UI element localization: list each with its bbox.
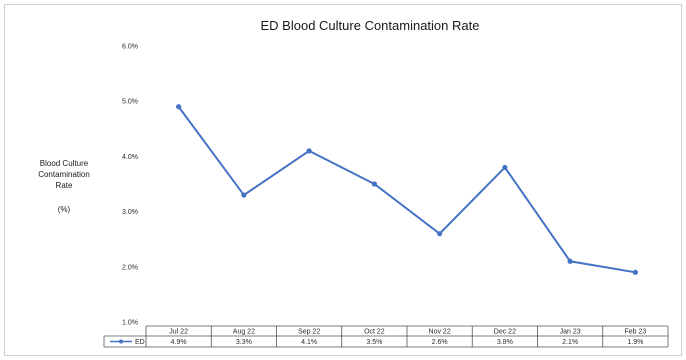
table-value-label: 2.6%: [432, 339, 448, 346]
x-category-label: Oct 22: [364, 329, 385, 336]
chart-title: ED Blood Culture Contamination Rate: [261, 18, 480, 33]
chart-frame: [4, 4, 682, 356]
data-table: Jul 22 Aug 22 Sep 22 Oct 22 Nov 22 Dec 22 Jan …: [103, 325, 669, 348]
y-tick-label: 3.0%: [122, 209, 138, 216]
x-category-label: Jul 22: [169, 329, 188, 336]
y-axis-ticks: 6.0% 5.0% 4.0% 3.0% 2.0% 1.0%: [122, 44, 138, 327]
table-value-label: 2.1%: [562, 339, 578, 346]
data-point: [371, 181, 377, 187]
x-category-label: Dec 22: [494, 329, 516, 336]
y-axis-title-line-1: Blood Culture: [40, 159, 89, 168]
y-axis-title-line-2: Contamination: [38, 170, 90, 179]
y-axis-title: Blood Culture Contamination Rate (%): [38, 159, 90, 214]
y-tick-label: 2.0%: [122, 264, 138, 271]
y-tick-label: 5.0%: [122, 99, 138, 106]
legend-marker: [119, 339, 123, 344]
data-point: [567, 258, 573, 264]
y-tick-label: 6.0%: [122, 44, 138, 51]
legend-series-name: ED: [135, 339, 145, 346]
data-point: [632, 269, 638, 275]
data-point: [306, 148, 312, 154]
series-layer: [176, 104, 638, 275]
table-value-label: 3.8%: [497, 339, 513, 346]
data-point: [437, 231, 443, 237]
series-line: [177, 106, 636, 274]
data-point: [176, 104, 182, 110]
y-axis-title-line-3: Rate: [56, 181, 73, 190]
x-category-label: Sep 22: [298, 329, 320, 336]
x-category-label: Nov 22: [429, 329, 451, 336]
table-value-label: 4.9%: [171, 339, 187, 346]
x-category-label: Jan 23: [560, 329, 581, 336]
table-value-label: 3.5%: [366, 339, 382, 346]
table-value-label: 4.1%: [301, 339, 317, 346]
table-value-label: 1.9%: [627, 339, 643, 346]
y-tick-label: 4.0%: [122, 154, 138, 161]
data-point: [502, 164, 508, 171]
y-axis-unit: (%): [58, 205, 71, 214]
x-category-label: Feb 23: [624, 329, 646, 336]
x-category-label: Aug 22: [233, 329, 255, 336]
table-value-label: 3.3%: [236, 339, 252, 346]
data-point: [241, 192, 247, 198]
y-tick-label: 1.0%: [122, 320, 138, 327]
